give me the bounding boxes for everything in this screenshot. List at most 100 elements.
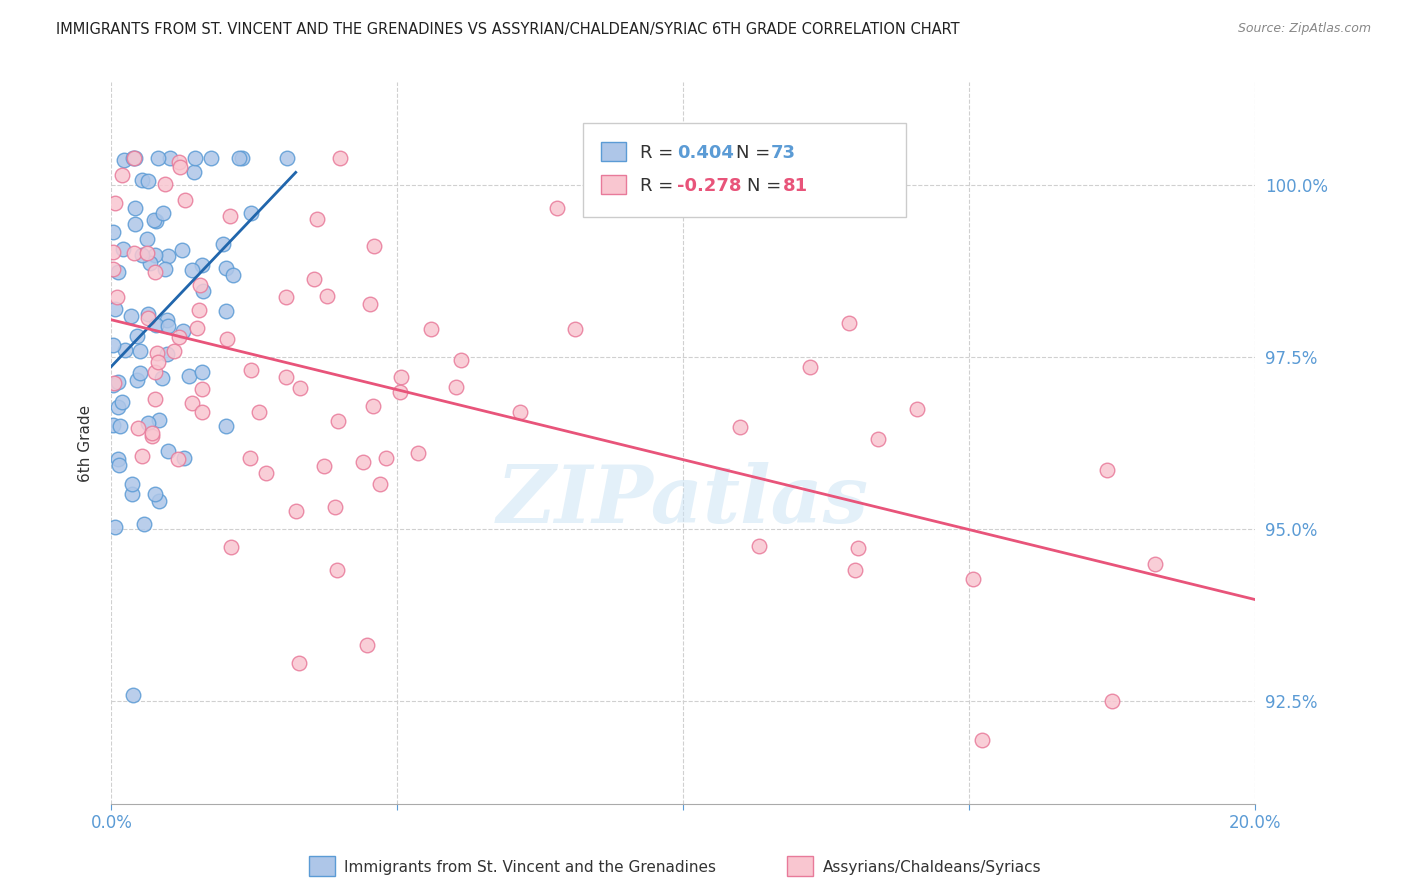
Point — [136, 307, 159, 321]
Point — [131, 173, 153, 187]
Text: Assyrians/Chaldeans/Syriacs: Assyrians/Chaldeans/Syriacs — [823, 860, 1040, 874]
Point — [141, 429, 163, 443]
Point — [509, 405, 531, 419]
Point — [546, 202, 568, 216]
Text: R =: R = — [641, 177, 679, 194]
Point — [103, 376, 125, 391]
Point — [114, 343, 136, 357]
Point — [143, 365, 166, 379]
Point — [389, 370, 412, 384]
Point — [155, 312, 177, 326]
Point — [323, 500, 346, 514]
Point — [274, 290, 297, 304]
Point — [148, 355, 170, 369]
Point — [142, 212, 165, 227]
Point — [329, 151, 352, 165]
Point — [157, 319, 180, 334]
Point — [359, 297, 381, 311]
Point — [122, 688, 145, 702]
Text: -0.278: -0.278 — [678, 177, 741, 194]
Point — [190, 365, 212, 379]
Point — [101, 261, 124, 276]
Point — [124, 201, 146, 215]
Point — [748, 540, 770, 554]
Point — [374, 450, 396, 465]
Point — [240, 363, 263, 377]
Point — [136, 311, 159, 326]
Point — [101, 225, 124, 239]
Point — [970, 733, 993, 747]
Point — [361, 399, 384, 413]
Text: N =: N = — [737, 144, 776, 161]
Point — [200, 151, 222, 165]
Point — [122, 151, 145, 165]
Point — [191, 405, 214, 419]
Point — [288, 656, 311, 670]
Point — [188, 277, 211, 292]
Point — [285, 503, 308, 517]
Point — [148, 151, 170, 165]
Point — [155, 177, 177, 191]
Point — [1143, 557, 1166, 571]
Point — [120, 309, 142, 323]
Point — [131, 450, 153, 464]
Text: 0.404: 0.404 — [678, 144, 734, 161]
Point — [191, 284, 214, 298]
Point — [148, 413, 170, 427]
Point — [135, 232, 157, 246]
Point — [169, 329, 191, 343]
Point — [107, 400, 129, 414]
Text: R =: R = — [641, 144, 679, 161]
Point — [356, 638, 378, 652]
Point — [187, 302, 209, 317]
Text: Immigrants from St. Vincent and the Grenadines: Immigrants from St. Vincent and the Gren… — [344, 860, 717, 874]
Point — [136, 416, 159, 430]
Point — [169, 161, 191, 175]
Point — [101, 378, 124, 392]
Point — [838, 317, 860, 331]
Point — [110, 395, 132, 409]
Point — [274, 370, 297, 384]
Point — [326, 414, 349, 428]
Point — [124, 151, 146, 165]
Point — [222, 268, 245, 283]
Point — [868, 432, 890, 446]
Point — [247, 405, 270, 419]
Point — [101, 418, 124, 433]
Point — [127, 421, 149, 435]
Point — [124, 217, 146, 231]
Point — [215, 304, 238, 318]
Point — [177, 368, 200, 383]
Point — [143, 487, 166, 501]
Point — [183, 151, 205, 165]
Point — [905, 401, 928, 416]
Point — [352, 455, 374, 469]
Point — [218, 209, 240, 223]
Point — [564, 321, 586, 335]
Point — [314, 458, 336, 473]
Point — [145, 248, 167, 262]
Point — [124, 246, 146, 260]
Point — [156, 443, 179, 458]
Point — [239, 206, 262, 220]
Point — [143, 265, 166, 279]
Point — [101, 245, 124, 260]
Text: 81: 81 — [783, 177, 807, 194]
Point — [111, 169, 134, 183]
Point — [108, 458, 131, 472]
Point — [170, 243, 193, 257]
Point — [1101, 694, 1123, 708]
Point — [104, 196, 127, 211]
Point — [129, 344, 152, 359]
Point — [389, 385, 412, 400]
Point — [153, 262, 176, 277]
Point — [101, 338, 124, 352]
Point — [141, 426, 163, 441]
Point — [288, 381, 311, 395]
Point — [728, 420, 751, 434]
Point — [363, 239, 385, 253]
Point — [180, 263, 202, 277]
Point — [107, 376, 129, 390]
Point — [143, 392, 166, 406]
Point — [254, 466, 277, 480]
